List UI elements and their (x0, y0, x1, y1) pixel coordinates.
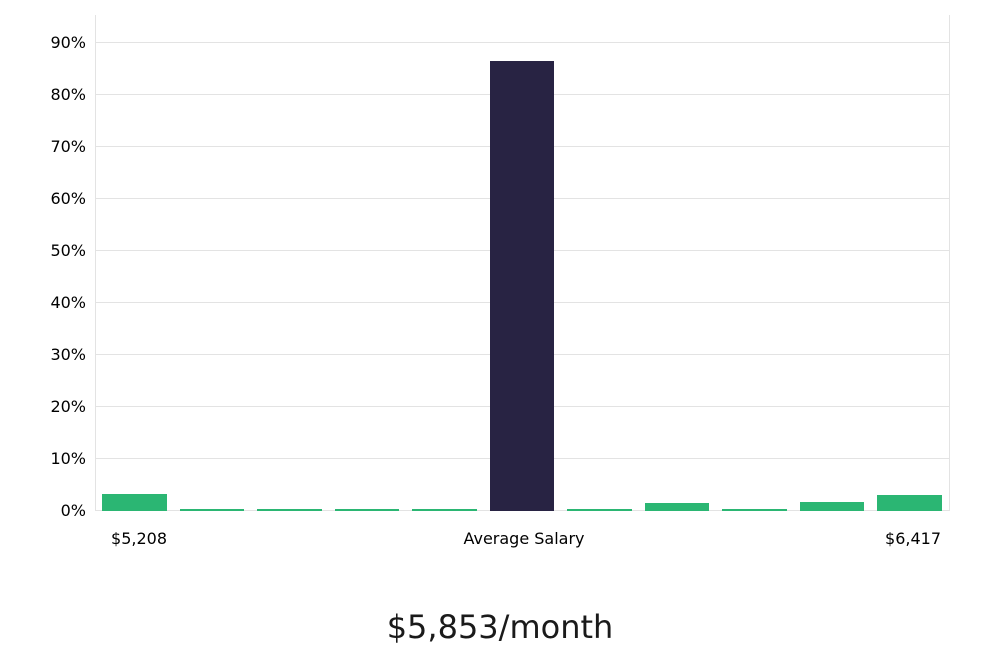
y-axis-tick-label: 0% (60, 501, 86, 520)
x-tick-label-max: $6,417 (885, 529, 941, 548)
bar (644, 502, 710, 511)
bar (567, 508, 632, 511)
chart-title-average-salary: $5,853/month (386, 608, 614, 646)
bar (334, 508, 400, 511)
plot-area (95, 15, 950, 511)
bar (412, 508, 477, 511)
bar (102, 494, 167, 511)
y-axis-tick-label: 90% (50, 33, 86, 52)
y-axis-tick-label: 20% (50, 397, 86, 416)
bar (877, 495, 942, 511)
y-axis-tick-label: 10% (50, 449, 86, 468)
y-axis-tick-label: 70% (50, 137, 86, 156)
bar (257, 508, 322, 511)
bar-average-salary (489, 61, 555, 511)
x-tick-label-min: $5,208 (111, 529, 167, 548)
y-axis-tick-label: 30% (50, 345, 86, 364)
bar (179, 508, 245, 511)
x-tick-label-average-salary: Average Salary (463, 529, 585, 548)
bar (722, 508, 787, 511)
y-axis-tick-label: 50% (50, 241, 86, 260)
y-axis-tick-label: 40% (50, 293, 86, 312)
y-axis-tick-label: 60% (50, 189, 86, 208)
gridline (96, 42, 949, 43)
bar (799, 502, 865, 511)
y-axis-tick-label: 80% (50, 85, 86, 104)
